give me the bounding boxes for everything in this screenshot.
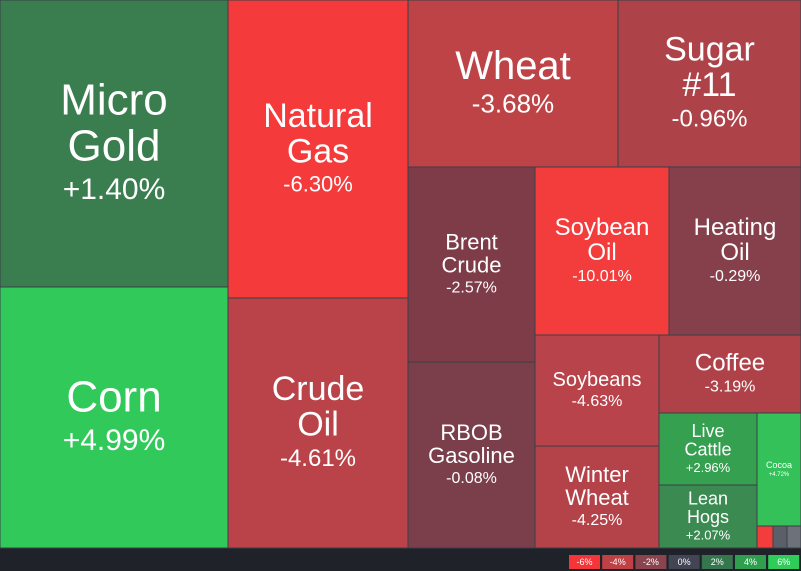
tile-value: +4.99% — [63, 424, 166, 457]
tile — [0, 286, 229, 549]
tile-value: -4.63% — [572, 393, 623, 410]
small-tile — [772, 525, 788, 549]
legend-label: 6% — [777, 557, 790, 567]
legend-label: 4% — [744, 557, 757, 567]
tile — [407, 0, 619, 168]
tile-value: +2.07% — [686, 527, 731, 542]
tile-label: Wheat — [455, 43, 571, 87]
legend-swatch — [569, 555, 600, 569]
tile-label: Lean Hogs — [687, 488, 729, 527]
small-tile — [786, 525, 801, 549]
tile-label: Sugar #11 — [664, 30, 755, 104]
tile — [658, 334, 801, 414]
tile-label: Soybeans — [553, 369, 642, 391]
tile-value: -4.61% — [280, 445, 356, 472]
tile-label: RBOB Gasoline — [428, 420, 515, 468]
legend-swatch — [635, 555, 667, 569]
legend-swatch — [602, 555, 634, 569]
tile-value: -3.68% — [472, 89, 554, 119]
tile-label: Winter Wheat — [565, 462, 629, 510]
tile-label: Corn — [66, 372, 161, 421]
tile-label: Heating Oil — [694, 214, 777, 266]
tile-label: Crude Oil — [272, 370, 365, 444]
tile-value: -10.01% — [572, 268, 632, 285]
tile-value: -3.19% — [705, 379, 756, 396]
footer-bar — [0, 548, 801, 571]
tile — [227, 0, 409, 299]
tile-value: -2.57% — [446, 280, 497, 297]
tile — [756, 412, 801, 527]
tile — [658, 484, 758, 549]
legend-label: 0% — [678, 557, 691, 567]
tile — [617, 0, 801, 168]
legend-label: -4% — [610, 557, 626, 567]
tile — [534, 334, 660, 447]
tile-value: -0.96% — [671, 106, 747, 133]
legend-swatch — [668, 555, 700, 569]
legend-label: -6% — [576, 557, 592, 567]
tile-value: -0.29% — [710, 268, 761, 285]
tile-label: Cocoa — [766, 460, 792, 470]
legend-label: 2% — [711, 557, 724, 567]
tile-label: Live Cattle — [684, 421, 731, 460]
legend-swatch — [735, 555, 766, 569]
legend-label: -2% — [643, 557, 659, 567]
legend-swatch — [701, 555, 733, 569]
tile-label: Micro Gold — [60, 75, 168, 170]
tile-value: +2.96% — [686, 460, 731, 475]
tile-value: +4.72% — [769, 472, 790, 478]
small-tile — [756, 525, 774, 549]
tile-label: Brent Crude — [442, 229, 502, 277]
tile-value: -4.25% — [572, 512, 623, 529]
tile — [534, 166, 670, 336]
tile — [407, 361, 536, 549]
legend-swatch — [768, 555, 800, 569]
tile — [658, 412, 758, 486]
tile-value: +1.40% — [63, 173, 166, 206]
tile — [668, 166, 801, 336]
tile-label: Natural Gas — [263, 97, 373, 171]
tile-label: Coffee — [695, 350, 765, 377]
tile-value: -0.08% — [446, 470, 497, 487]
tile — [534, 445, 660, 549]
tile-label: Soybean Oil — [555, 214, 650, 266]
tile-value: -6.30% — [283, 172, 353, 197]
